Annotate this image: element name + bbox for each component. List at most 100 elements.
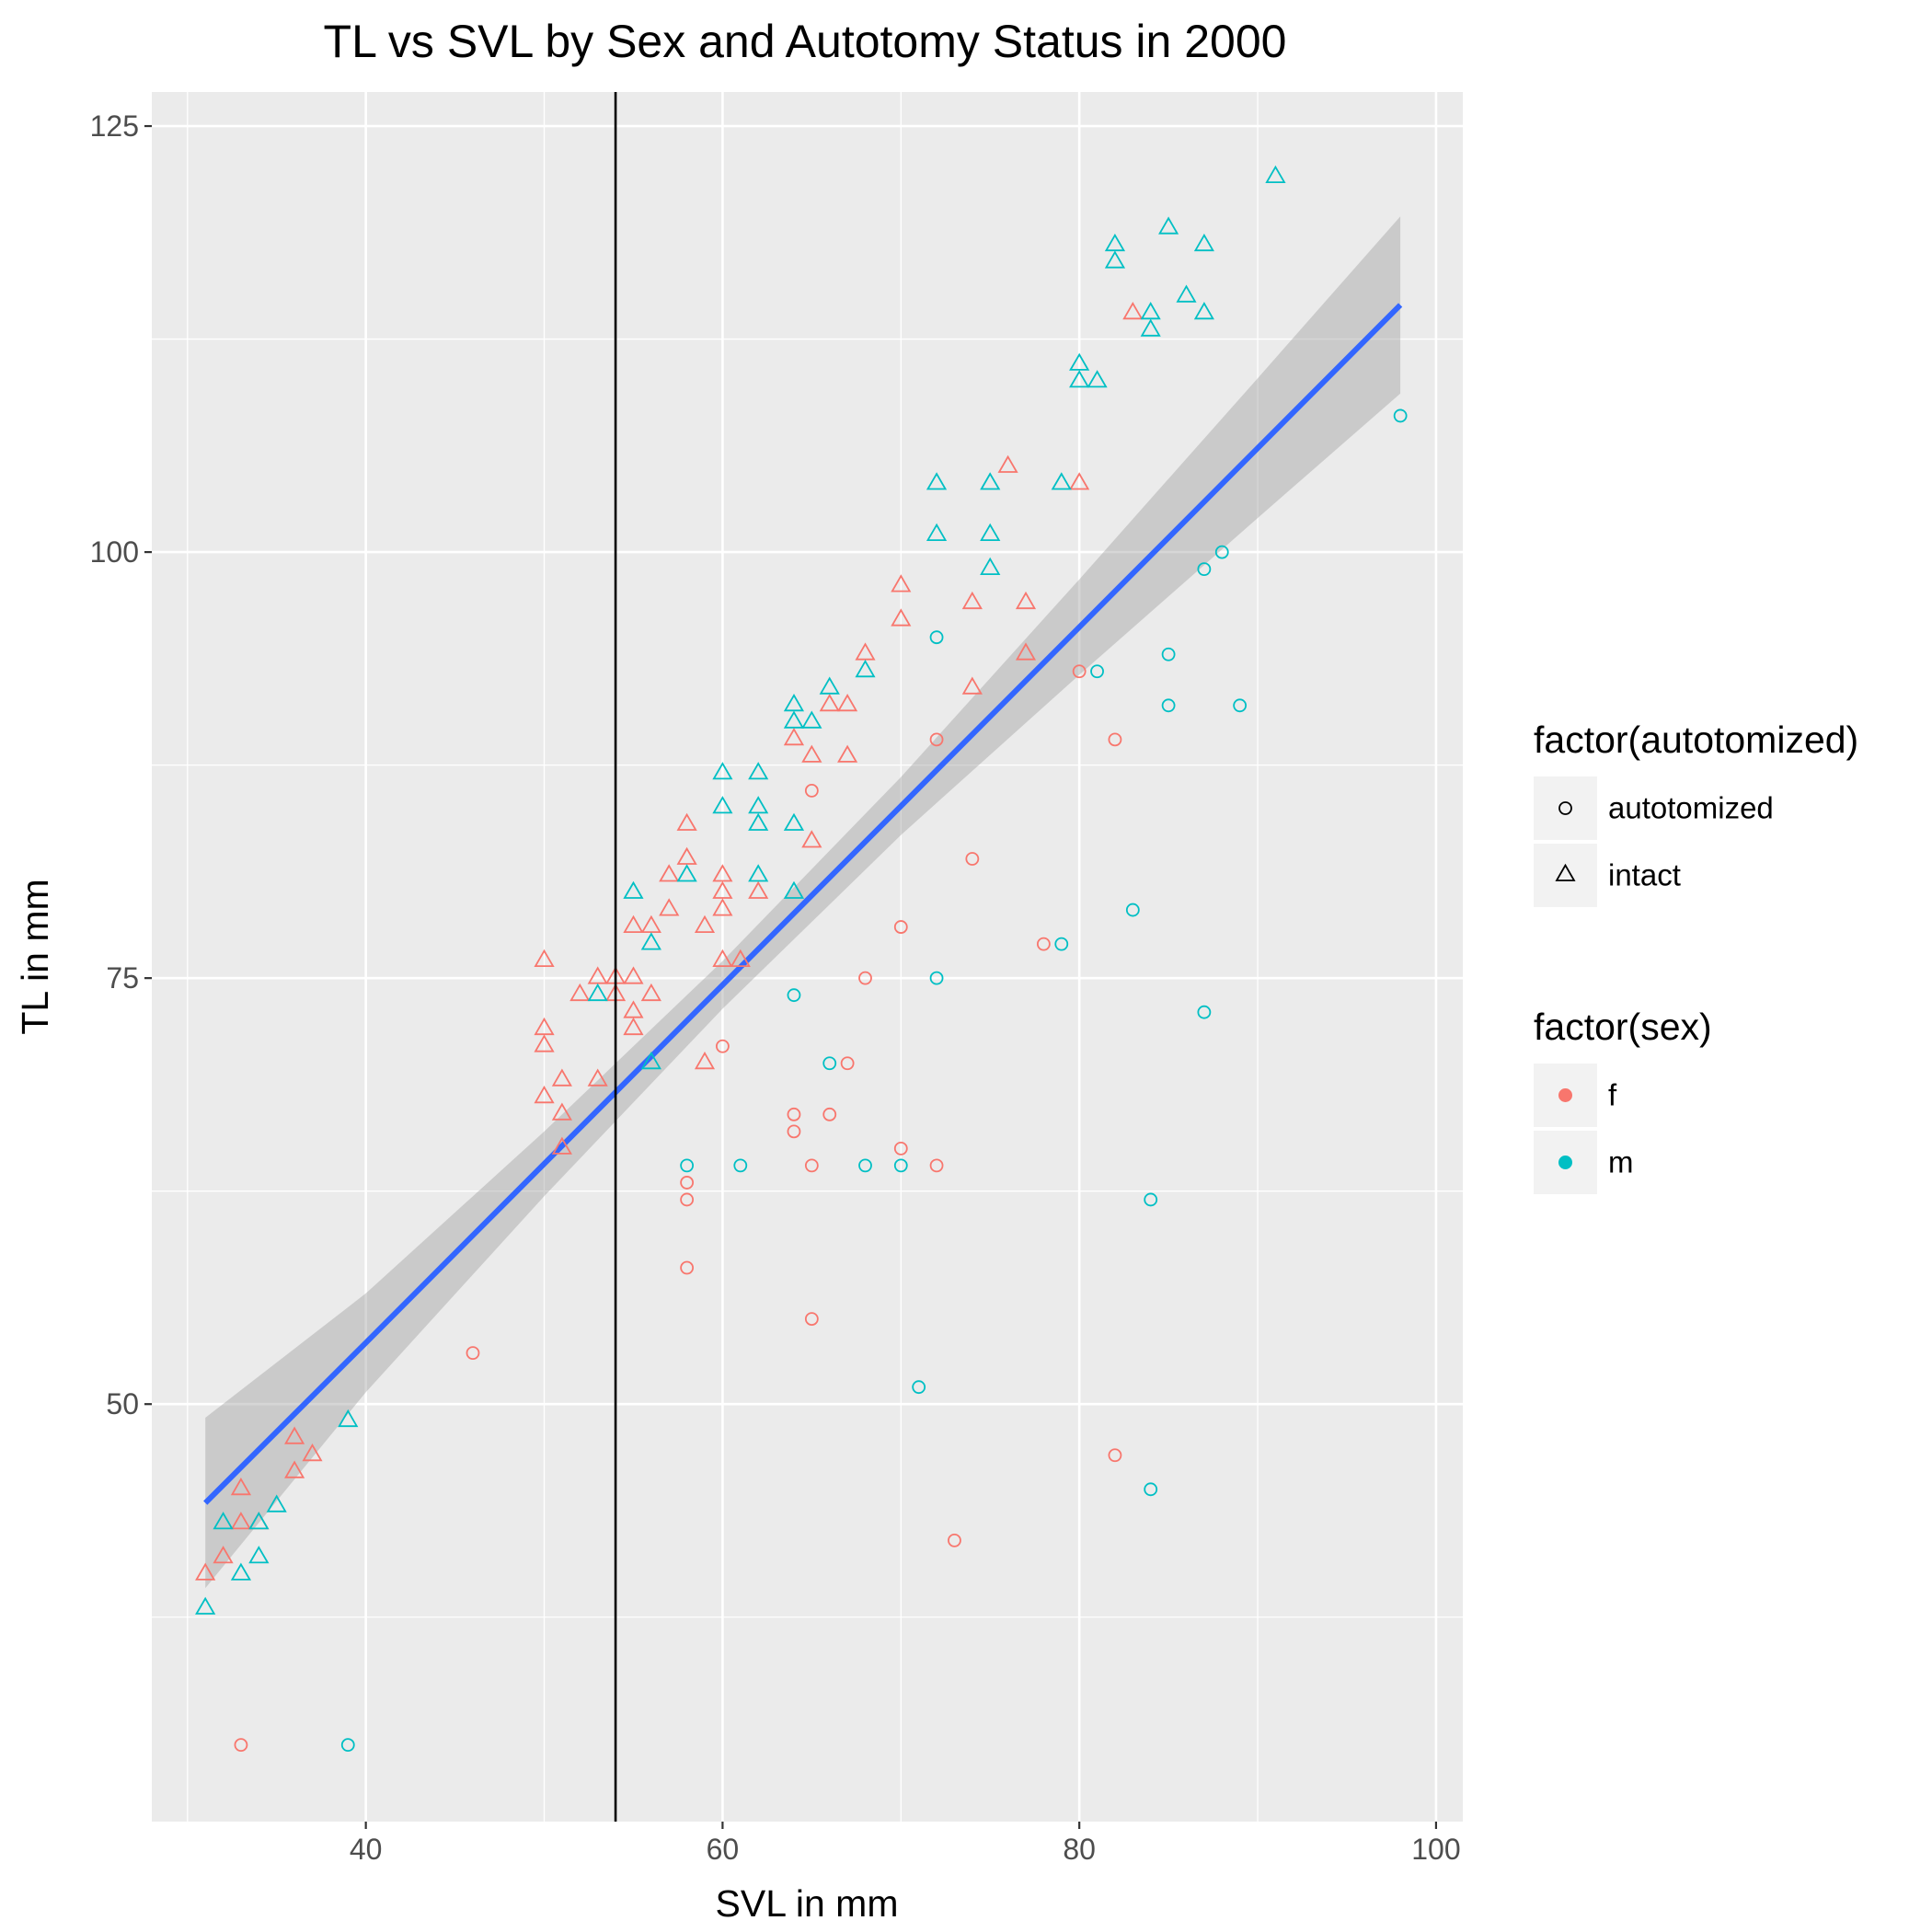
data-point-m-intact [1087, 370, 1108, 388]
data-point-f-autotomized [893, 920, 908, 934]
data-point-f-autotomized [804, 784, 819, 798]
data-point-m-autotomized [1214, 545, 1229, 559]
data-point-f-autotomized [234, 1738, 248, 1753]
x-tick-label: 100 [1411, 1833, 1460, 1866]
x-axis-title: SVL in mm [716, 1882, 899, 1925]
data-point-f-intact [569, 983, 591, 1002]
data-point-m-autotomized [893, 1158, 908, 1173]
data-point-m-autotomized [1144, 1482, 1158, 1497]
data-point-m-intact [623, 880, 644, 899]
data-point-f-intact [837, 744, 858, 763]
data-point-f-intact [284, 1426, 305, 1444]
data-point-m-autotomized [822, 1056, 837, 1071]
data-point-f-intact [694, 1051, 716, 1070]
data-point-f-intact [302, 1443, 323, 1462]
data-point-f-autotomized [840, 1056, 855, 1071]
data-point-m-intact [1104, 250, 1126, 269]
data-point-f-autotomized [787, 1107, 801, 1121]
data-point-m-autotomized [1197, 562, 1212, 577]
data-point-m-intact [855, 659, 876, 678]
data-point-m-intact [1193, 301, 1214, 320]
legend-circle-icon [1558, 801, 1572, 815]
data-point-f-autotomized [680, 1192, 695, 1207]
data-point-m-intact [195, 1596, 216, 1615]
data-point-f-intact [551, 1068, 572, 1087]
data-point-f-intact [587, 1068, 608, 1087]
data-point-m-autotomized [1393, 408, 1408, 423]
data-point-f-intact [659, 864, 680, 882]
data-point-m-intact [748, 762, 769, 780]
data-point-m-intact [640, 1052, 661, 1070]
data-point-f-intact [534, 949, 555, 967]
legend-title: factor(sex) [1534, 1006, 1712, 1048]
legend-label: autotomized [1608, 791, 1774, 825]
data-point-f-intact [623, 1017, 644, 1036]
data-point-f-autotomized [929, 732, 944, 747]
data-point-f-intact [712, 864, 733, 882]
data-point-m-intact [926, 523, 948, 541]
data-point-f-intact [748, 880, 769, 899]
data-point-f-intact [534, 1034, 555, 1052]
data-point-m-intact [980, 523, 1001, 541]
data-point-f-autotomized [948, 1533, 961, 1547]
data-point-m-intact [1104, 233, 1126, 252]
data-point-m-intact [248, 1512, 270, 1530]
data-point-f-intact [640, 983, 661, 1002]
data-point-m-intact [676, 864, 697, 882]
y-tick-label: 50 [106, 1387, 139, 1420]
data-point-f-intact [801, 744, 822, 763]
data-point-f-intact [730, 949, 751, 967]
data-point-f-intact [213, 1546, 234, 1564]
data-point-f-intact [712, 898, 733, 916]
data-point-m-intact [980, 472, 1001, 490]
data-point-f-intact [534, 1086, 555, 1104]
data-point-f-autotomized [1072, 664, 1087, 679]
chart-title: TL vs SVL by Sex and Autotomy Status in … [324, 16, 1287, 67]
legend-color-dot-icon [1558, 1156, 1572, 1169]
data-point-f-intact [551, 1102, 572, 1121]
grid-minor [152, 92, 1463, 1822]
data-point-m-intact [1140, 318, 1161, 337]
data-point-f-intact [997, 454, 1018, 473]
data-point-f-intact [1122, 302, 1144, 320]
data-point-m-autotomized [1161, 698, 1176, 713]
data-point-m-intact [338, 1409, 359, 1428]
data-point-m-autotomized [858, 1158, 872, 1173]
data-point-m-autotomized [1090, 664, 1104, 679]
data-point-m-autotomized [1144, 1192, 1158, 1207]
data-point-m-autotomized [1125, 903, 1140, 917]
y-tick-label: 100 [90, 535, 139, 569]
data-point-m-intact [1069, 370, 1090, 388]
data-point-f-autotomized [822, 1107, 837, 1121]
y-tick-label: 125 [90, 109, 139, 143]
data-point-m-intact [1051, 472, 1072, 490]
y-axis-title: TL in mm [14, 879, 56, 1034]
data-point-f-autotomized [787, 1124, 801, 1139]
data-point-f-intact [623, 966, 644, 984]
data-point-m-autotomized [1233, 698, 1248, 713]
data-point-m-autotomized [1054, 937, 1069, 951]
data-point-f-autotomized [716, 1039, 730, 1053]
data-point-f-intact [230, 1478, 252, 1496]
data-point-f-intact [837, 693, 858, 712]
data-point-m-intact [748, 864, 769, 882]
data-point-f-intact [783, 728, 805, 746]
data-point-m-intact [1069, 352, 1090, 371]
data-point-f-intact [676, 812, 697, 831]
data-point-f-intact [1015, 642, 1037, 661]
data-point-f-autotomized [858, 971, 872, 985]
data-point-m-intact [230, 1562, 252, 1581]
data-point-m-intact [640, 932, 661, 950]
x-tick-label: 60 [707, 1833, 740, 1866]
legend-triangle-icon [1555, 863, 1576, 881]
data-point-f-autotomized [680, 1260, 695, 1275]
data-point-m-intact [783, 812, 805, 831]
data-point-f-intact [676, 846, 697, 865]
grid-major [152, 92, 1463, 1822]
data-point-m-intact [926, 472, 948, 490]
axis-ticks: 40 60 80 100 50 75 100 125 [90, 109, 1461, 1866]
data-point-f-intact [961, 591, 983, 610]
legend-key [1534, 776, 1597, 840]
data-point-f-intact [659, 898, 680, 916]
